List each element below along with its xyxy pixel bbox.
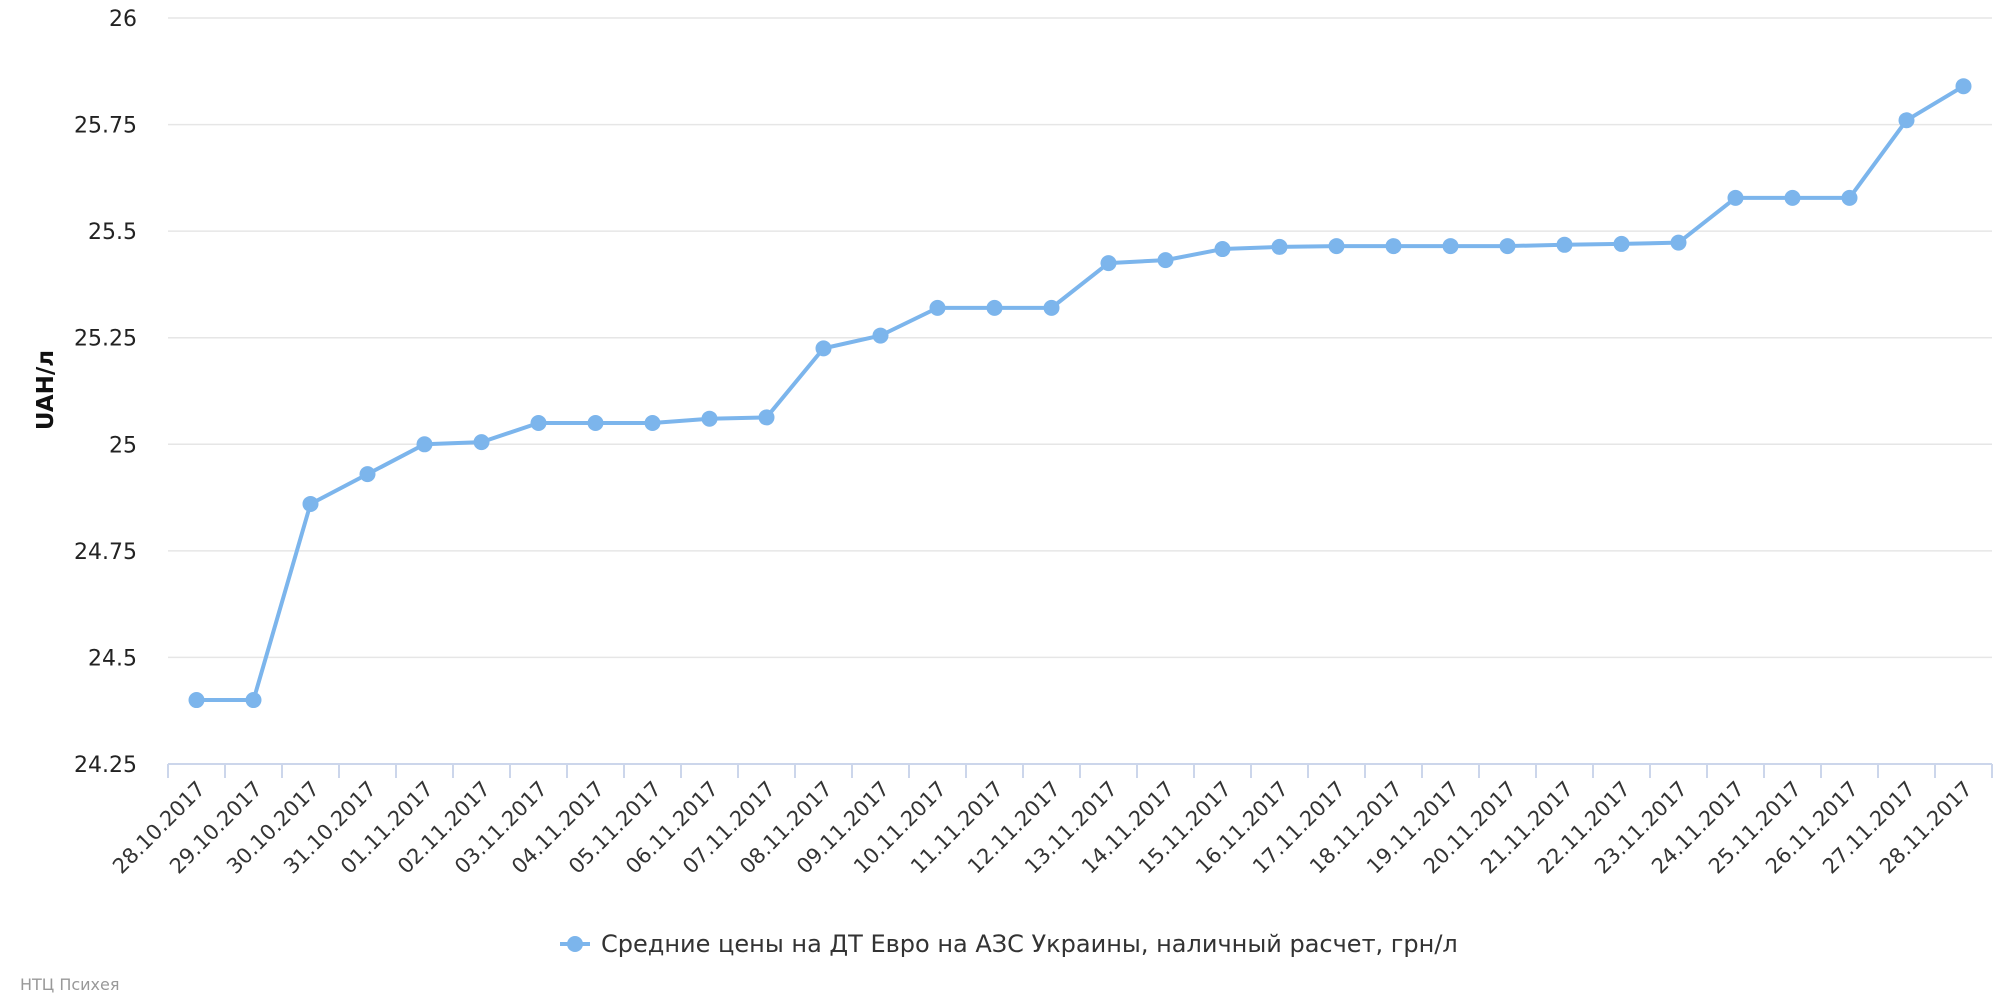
data-point[interactable] <box>872 327 889 344</box>
y-tick-label: 25 <box>109 433 137 458</box>
x-axis-ticks: 28.10.201729.10.201730.10.201731.10.2017… <box>108 777 1977 879</box>
data-point[interactable] <box>1841 189 1858 206</box>
data-point[interactable] <box>1784 189 1801 206</box>
data-point[interactable] <box>1613 235 1630 252</box>
series-line <box>194 84 1966 703</box>
data-point[interactable] <box>473 434 490 451</box>
data-point[interactable] <box>1499 238 1516 255</box>
data-point[interactable] <box>1271 238 1288 255</box>
y-tick-label: 24.5 <box>88 646 137 671</box>
legend-series-name: Средние цены на ДТ Евро на АЗС Украины, … <box>601 930 1458 958</box>
data-point[interactable] <box>1556 236 1573 253</box>
y-tick-label: 26 <box>109 7 137 32</box>
data-point[interactable] <box>986 299 1003 316</box>
data-point[interactable] <box>1328 238 1345 255</box>
grid-lines <box>168 17 1992 659</box>
data-point[interactable] <box>245 692 262 709</box>
y-tick-label: 25.25 <box>74 327 137 352</box>
data-point[interactable] <box>1670 234 1687 251</box>
data-point[interactable] <box>359 466 376 483</box>
y-axis-ticks: 24.25 24.5 24.75 25 25.25 25.5 25.75 26 <box>74 7 137 778</box>
data-point[interactable] <box>302 495 319 512</box>
y-tick-label: 24.25 <box>74 753 137 778</box>
data-point[interactable] <box>1214 241 1231 258</box>
y-tick-label: 25.5 <box>88 220 137 245</box>
data-point[interactable] <box>929 299 946 316</box>
credit-label[interactable]: НТЦ Психея <box>20 975 120 994</box>
data-point[interactable] <box>758 409 775 426</box>
legend[interactable]: Средние цены на ДТ Евро на АЗС Украины, … <box>560 930 1458 958</box>
data-point[interactable] <box>1385 238 1402 255</box>
data-point[interactable] <box>587 414 604 431</box>
data-point[interactable] <box>530 414 547 431</box>
y-tick-label: 25.75 <box>74 114 137 139</box>
data-point[interactable] <box>1157 252 1174 269</box>
data-point[interactable] <box>188 692 205 709</box>
series-layer <box>188 78 1972 709</box>
data-point[interactable] <box>644 414 661 431</box>
data-point[interactable] <box>701 410 718 427</box>
data-point[interactable] <box>1442 238 1459 255</box>
data-point[interactable] <box>416 436 433 453</box>
data-point[interactable] <box>1100 255 1117 272</box>
x-axis <box>167 763 1993 778</box>
data-point[interactable] <box>1727 189 1744 206</box>
y-axis-label: UAH/л <box>33 350 59 430</box>
data-point[interactable] <box>1955 78 1972 95</box>
y-tick-label: 24.75 <box>74 540 137 565</box>
data-point[interactable] <box>1898 112 1915 129</box>
legend-marker-icon <box>567 936 583 952</box>
data-point[interactable] <box>1043 299 1060 316</box>
data-point[interactable] <box>815 340 832 357</box>
